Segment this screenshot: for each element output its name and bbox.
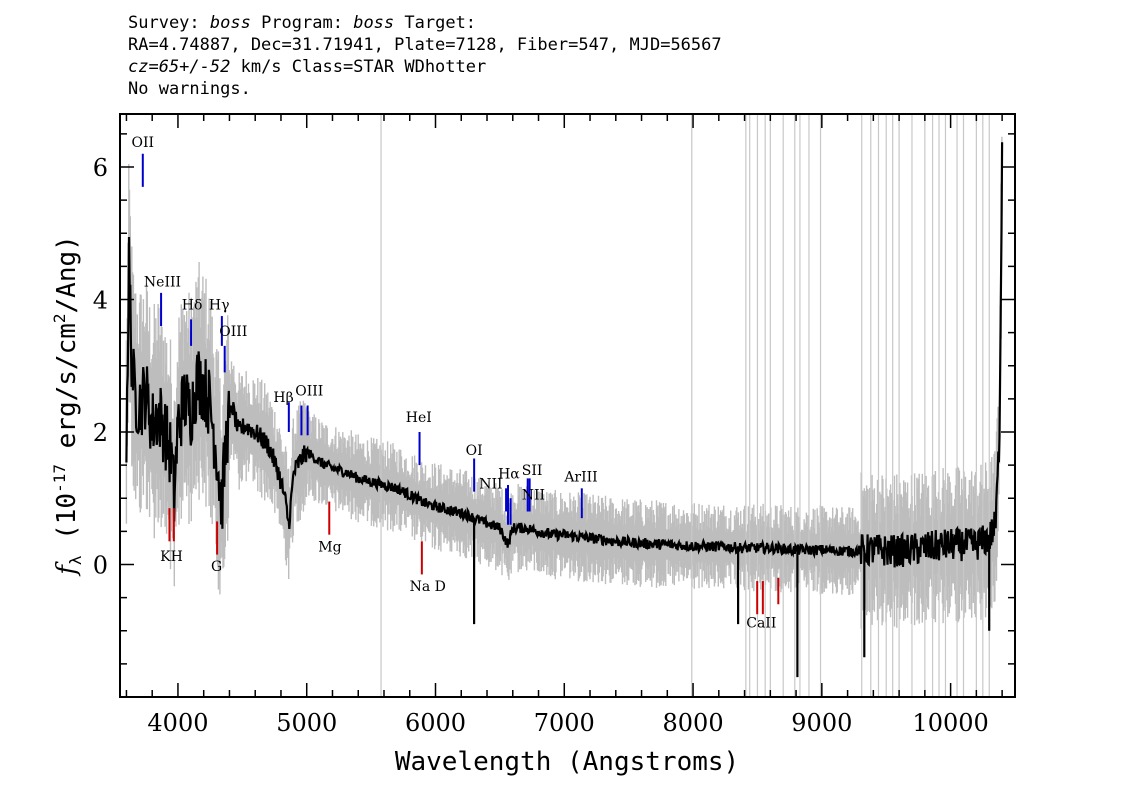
line-label: CaII (746, 615, 776, 631)
line-label: KH (160, 549, 183, 565)
x-tick-label: 9000 (791, 709, 852, 737)
line-label: OII (132, 135, 155, 151)
spectrum-header: Survey: boss Program: boss Target: RA=4.… (128, 12, 722, 100)
y-tick-label: 0 (93, 552, 108, 580)
x-tick-label: 8000 (663, 709, 724, 737)
line-label: HeI (406, 410, 432, 426)
line-label: OI (466, 443, 483, 459)
line-label: NII (479, 476, 502, 492)
line-label: G (211, 559, 222, 575)
x-tick-label: 4000 (147, 709, 208, 737)
line-label: NII (522, 488, 545, 504)
y-tick-label: 6 (93, 154, 108, 182)
masked-pixels (380, 114, 990, 697)
x-axis-ticks: 4000 5000 6000 7000 8000 9000 10000 (125, 114, 1003, 737)
line-label: NeIII (144, 274, 181, 290)
plot-frame (119, 113, 1016, 698)
line-label: Hα (498, 466, 520, 482)
spectral-line-markers (141, 153, 780, 615)
y-tick-label: 2 (93, 419, 108, 447)
line-label: Hβ (273, 390, 293, 406)
line-label: Hγ (209, 297, 230, 313)
line-label: Na D (410, 579, 446, 595)
header-line-survey: Survey: boss Program: boss Target: (128, 13, 477, 33)
header-line-coordinates: RA=4.74887, Dec=31.71941, Plate=7128, Fi… (128, 35, 722, 55)
x-tick-label: 7000 (534, 709, 595, 737)
y-axis-ticks: 0 2 4 6 (93, 133, 1015, 698)
x-tick-label: 5000 (276, 709, 337, 737)
header-line-warnings: No warnings. (128, 79, 251, 99)
flux-series-line (125, 142, 1004, 678)
line-label: OIII (219, 324, 247, 340)
line-label: Mg (318, 539, 341, 555)
line-label: ArIII (563, 470, 597, 486)
x-tick-label: 6000 (405, 709, 466, 737)
line-label: OIII (295, 384, 323, 400)
y-tick-label: 4 (93, 287, 108, 315)
x-tick-label: 10000 (912, 709, 988, 737)
y-axis-label: fλ (10-17 erg/s/cm2/Ang) (50, 235, 85, 577)
line-label: Hδ (182, 297, 203, 313)
x-axis-label: Wavelength (Angstroms) (395, 747, 739, 777)
line-label: SII (522, 463, 543, 479)
header-line-redshift: cz=65+/-52 km/s Class=STAR WDhotter (128, 57, 487, 77)
